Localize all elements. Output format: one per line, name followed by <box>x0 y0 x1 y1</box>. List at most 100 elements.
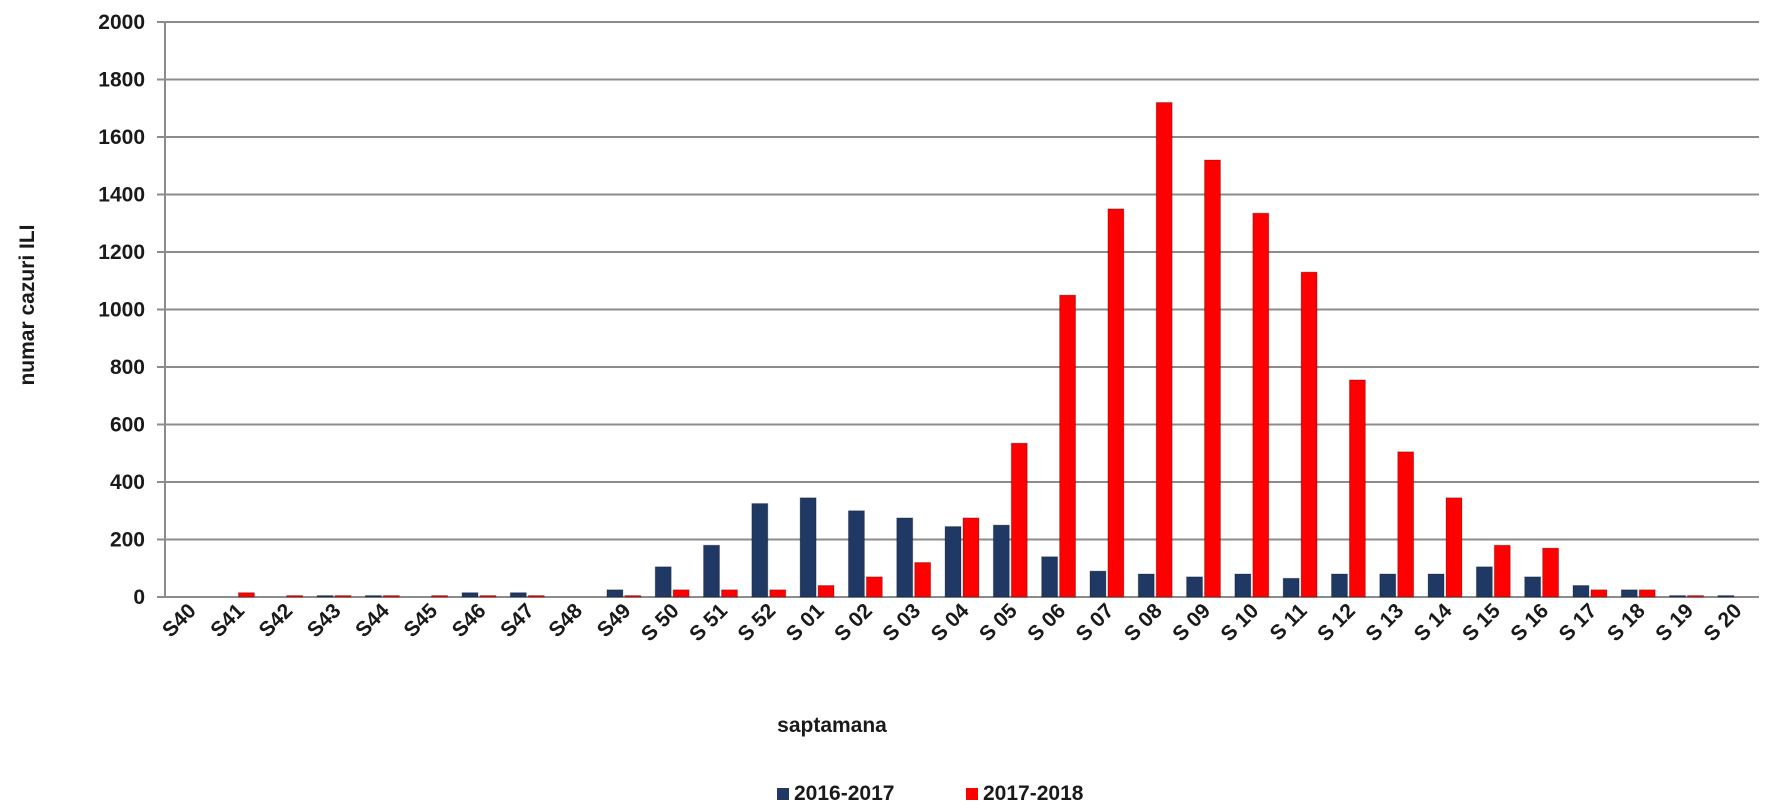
bar-2017-2018-S08 <box>1155 102 1173 598</box>
x-axis-title: saptamana <box>777 714 887 737</box>
bar-2017-2018-S52 <box>769 589 787 598</box>
bar-2016-2017-S49 <box>606 589 624 598</box>
y-tick-label-0: 0 <box>133 586 145 609</box>
bar-2016-2017-S02 <box>847 510 865 598</box>
x-tick-label-S42: S42 <box>255 599 298 642</box>
bar-2016-2017-S20 <box>1717 595 1735 598</box>
bar-2016-2017-S16 <box>1524 576 1542 598</box>
x-tick-label-S02: S 02 <box>830 599 877 646</box>
y-tick-label-600: 600 <box>110 414 145 437</box>
x-tick-label-S05: S 05 <box>975 599 1022 646</box>
gridlines <box>165 21 1759 598</box>
bar-2017-2018-S11 <box>1300 271 1318 598</box>
bar-2017-2018-S04 <box>962 517 980 598</box>
bar-2017-2018-S17 <box>1590 589 1608 598</box>
legend-swatch-2017-2018 <box>966 788 978 800</box>
x-tick-label-S17: S 17 <box>1555 599 1602 646</box>
x-tick-label-S07: S 07 <box>1072 599 1119 646</box>
bar-2016-2017-S50 <box>654 566 672 598</box>
x-tick-label-S08: S 08 <box>1120 599 1167 646</box>
bar-2016-2017-S13 <box>1379 573 1397 598</box>
bar-2017-2018-S42 <box>286 595 304 598</box>
x-tick-label-S48: S48 <box>544 599 587 642</box>
y-tick-label-400: 400 <box>110 471 145 494</box>
bar-2017-2018-S13 <box>1397 451 1415 598</box>
bar-2016-2017-S14 <box>1427 573 1445 598</box>
legend-label-2017-2018: 2017-2018 <box>983 782 1084 805</box>
bar-2016-2017-S15 <box>1475 566 1493 598</box>
x-tick-label-S18: S 18 <box>1603 599 1650 646</box>
bar-2017-2018-S50 <box>672 589 690 598</box>
y-tick-label-1000: 1000 <box>98 299 145 322</box>
x-tick-label-S52: S 52 <box>734 599 781 646</box>
bar-2016-2017-S10 <box>1234 573 1252 598</box>
x-tick-label-S51: S 51 <box>685 599 732 646</box>
bar-2016-2017-S04 <box>944 526 962 598</box>
bar-2017-2018-S02 <box>865 576 883 598</box>
bar-2016-2017-S46 <box>461 592 479 598</box>
bar-2016-2017-S12 <box>1330 573 1348 598</box>
x-tick-label-S10: S 10 <box>1217 599 1264 646</box>
bar-2017-2018-S19 <box>1687 595 1704 598</box>
y-tick-label-1600: 1600 <box>98 126 145 149</box>
bar-2017-2018-S05 <box>1010 442 1028 598</box>
bar-2017-2018-S43 <box>334 595 352 598</box>
bar-2017-2018-S15 <box>1493 544 1511 598</box>
x-tick-label-S11: S 11 <box>1266 599 1312 645</box>
x-tick-label-S16: S 16 <box>1506 599 1553 646</box>
x-axis-ticks: S40 S41 S42 S43 S44 S45 S46 S47 S48 S49 S 50 S 51 S … <box>158 599 1746 646</box>
x-tick-label-S43: S43 <box>303 599 346 642</box>
bars <box>237 102 1735 598</box>
bar-2016-2017-S06 <box>1041 556 1059 598</box>
bar-2016-2017-S43 <box>316 595 334 598</box>
bar-2016-2017-S44 <box>364 595 382 598</box>
x-tick-label-S46: S46 <box>448 599 491 642</box>
y-tick-label-1800: 1800 <box>98 69 145 92</box>
bar-2016-2017-S07 <box>1089 570 1107 598</box>
bar-2017-2018-S07 <box>1107 208 1125 598</box>
x-tick-label-S41: S41 <box>206 599 249 642</box>
bar-2016-2017-S51 <box>703 544 720 598</box>
x-tick-label-S09: S 09 <box>1168 599 1215 646</box>
bar-2017-2018-S47 <box>527 595 545 598</box>
bar-2016-2017-S09 <box>1186 576 1204 598</box>
x-tick-label-S14: S 14 <box>1410 599 1457 646</box>
x-tick-label-S47: S47 <box>496 599 539 642</box>
y-axis-ticks: 0 200 400 600 800 1000 1200 1400 1600 1800 2000 <box>98 11 165 609</box>
bar-2017-2018-S51 <box>720 589 738 598</box>
bar-2017-2018-S16 <box>1542 547 1560 598</box>
x-tick-label-S01: S 01 <box>782 599 829 646</box>
y-axis-title: numar cazuri ILI <box>16 224 39 385</box>
bar-2017-2018-S46 <box>479 595 497 598</box>
legend-label-2016-2017: 2016-2017 <box>794 782 894 805</box>
legend: 2016-2017 2017-2018 <box>777 782 1084 805</box>
bar-2017-2018-S49 <box>624 595 642 598</box>
x-tick-label-S40: S40 <box>158 599 201 642</box>
bar-2016-2017-S03 <box>896 517 914 598</box>
x-tick-label-S04: S 04 <box>927 599 974 646</box>
bar-2017-2018-S44 <box>382 595 400 598</box>
bar-2016-2017-S08 <box>1137 573 1155 598</box>
bar-2016-2017-S52 <box>751 503 769 598</box>
bar-2017-2018-S01 <box>817 585 835 598</box>
bar-2017-2018-S03 <box>914 562 932 598</box>
x-tick-label-S49: S49 <box>593 599 636 642</box>
bar-2016-2017-S17 <box>1572 585 1590 598</box>
bar-2016-2017-S05 <box>992 524 1010 598</box>
x-tick-label-S44: S44 <box>351 599 394 642</box>
y-tick-label-800: 800 <box>110 356 145 379</box>
x-tick-label-S15: S 15 <box>1458 599 1505 646</box>
x-tick-label-S06: S 06 <box>1023 599 1070 646</box>
x-tick-label-S45: S45 <box>400 599 443 642</box>
bar-2016-2017-S18 <box>1620 589 1638 598</box>
legend-swatch-2016-2017 <box>777 788 789 800</box>
x-tick-label-S19: S 19 <box>1651 599 1698 646</box>
x-tick-label-S50: S 50 <box>637 599 684 646</box>
bar-2016-2017-S47 <box>509 592 527 598</box>
bar-2017-2018-S45 <box>431 595 449 598</box>
bar-2017-2018-S10 <box>1252 212 1270 598</box>
bar-2017-2018-S06 <box>1059 294 1077 598</box>
x-tick-label-S12: S 12 <box>1313 599 1360 646</box>
x-tick-label-S20: S 20 <box>1700 599 1747 646</box>
